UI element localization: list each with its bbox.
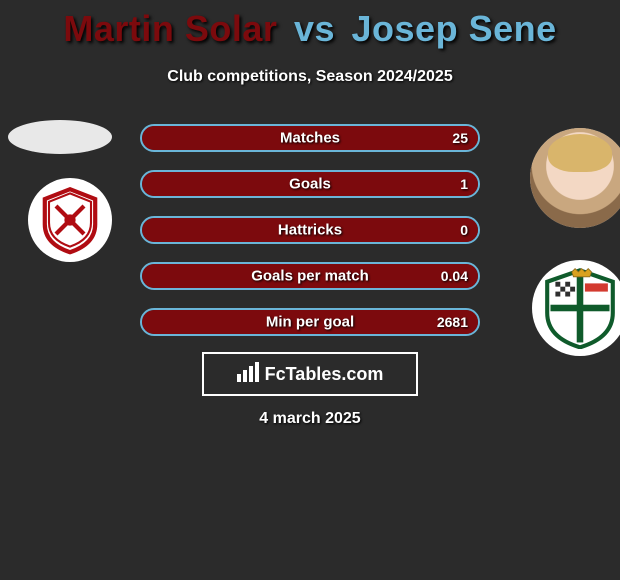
brand-text: FcTables.com (265, 364, 384, 385)
stat-row-goals: Goals 1 (140, 170, 480, 198)
stat-label: Goals (289, 176, 331, 193)
racing-ferrol-crest-icon (539, 267, 620, 349)
vs-separator: vs (294, 8, 335, 49)
player1-club-crest (28, 178, 112, 262)
stat-row-goals-per-match: Goals per match 0.04 (140, 262, 480, 290)
player1-name: Martin Solar (63, 8, 277, 49)
player2-club-crest (532, 260, 620, 356)
comparison-date: 4 march 2025 (0, 410, 620, 428)
stat-right-value: 25 (452, 130, 468, 146)
stat-label: Matches (280, 130, 340, 147)
stat-row-min-per-goal: Min per goal 2681 (140, 308, 480, 336)
stat-right-value: 2681 (437, 314, 468, 330)
stat-right-value: 0.04 (441, 268, 468, 284)
brand-box[interactable]: FcTables.com (202, 352, 418, 396)
stat-row-matches: Matches 25 (140, 124, 480, 152)
player2-name: Josep Sene (352, 8, 557, 49)
player1-avatar (8, 120, 112, 154)
stat-right-value: 0 (460, 222, 468, 238)
bar-chart-icon (237, 362, 259, 387)
stat-right-value: 1 (460, 176, 468, 192)
stat-label: Goals per match (251, 268, 369, 285)
stat-label: Hattricks (278, 222, 342, 239)
subtitle: Club competitions, Season 2024/2025 (0, 68, 620, 86)
stat-row-hattricks: Hattricks 0 (140, 216, 480, 244)
player2-avatar (530, 128, 620, 228)
granada-crest-icon (35, 185, 105, 255)
stats-table: Matches 25 Goals 1 Hattricks 0 Goals per… (140, 124, 480, 354)
page-title: Martin Solar vs Josep Sene (0, 0, 620, 50)
player2-face (530, 128, 620, 228)
stat-label: Min per goal (266, 314, 354, 331)
